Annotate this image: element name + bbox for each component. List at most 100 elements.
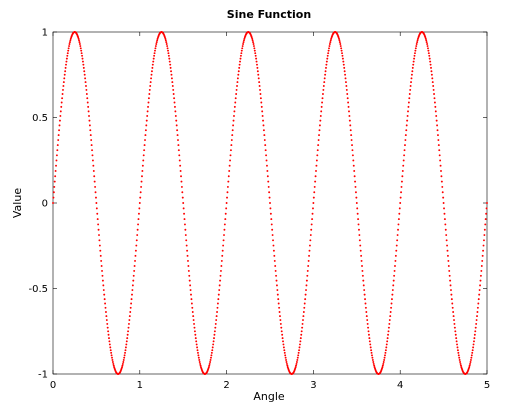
data-point	[457, 354, 460, 357]
data-point	[166, 47, 169, 50]
data-point	[267, 185, 270, 188]
data-point	[343, 66, 346, 69]
data-point	[355, 196, 358, 199]
data-point	[410, 73, 413, 76]
data-point	[129, 311, 132, 313]
data-point	[65, 57, 68, 60]
data-point	[320, 110, 323, 113]
data-point	[309, 239, 312, 242]
data-point	[223, 223, 226, 226]
data-point	[66, 54, 69, 57]
data-point	[232, 124, 235, 127]
data-point	[294, 366, 297, 369]
data-point	[174, 110, 177, 113]
data-point	[392, 284, 395, 287]
data-point	[167, 54, 170, 57]
data-point	[189, 289, 192, 291]
data-point	[301, 326, 304, 329]
data-point	[145, 124, 148, 127]
data-point	[427, 49, 430, 52]
data-point	[367, 330, 370, 333]
data-point	[405, 129, 408, 132]
data-point	[124, 349, 127, 352]
data-point	[86, 101, 89, 104]
data-point	[441, 185, 444, 188]
data-point	[262, 129, 265, 132]
data-point	[416, 41, 419, 44]
data-point	[458, 356, 461, 359]
data-point	[399, 202, 402, 204]
data-point	[105, 319, 108, 322]
data-point	[240, 52, 243, 55]
data-point	[234, 97, 237, 100]
data-point	[164, 39, 167, 42]
data-point	[212, 340, 215, 343]
data-point	[352, 159, 355, 162]
data-point	[183, 212, 186, 215]
data-point	[478, 289, 481, 291]
data-point	[192, 315, 195, 318]
data-point	[56, 149, 59, 152]
data-point	[82, 66, 85, 69]
data-point	[213, 337, 215, 340]
data-point	[446, 249, 449, 252]
data-point	[275, 274, 278, 277]
data-point	[432, 84, 435, 87]
data-point	[95, 196, 97, 199]
data-point	[475, 322, 478, 325]
data-point	[439, 164, 442, 167]
data-point	[97, 228, 100, 231]
data-point	[415, 45, 418, 48]
data-point	[453, 326, 456, 329]
data-point	[343, 70, 346, 73]
data-point	[407, 110, 409, 113]
data-point	[271, 228, 274, 231]
data-point	[98, 234, 100, 236]
data-point	[282, 346, 285, 349]
data-point	[411, 70, 414, 73]
data-point	[348, 115, 351, 117]
data-point	[299, 337, 302, 340]
data-point	[144, 134, 147, 137]
data-point	[218, 284, 221, 287]
data-point	[98, 239, 101, 242]
data-point	[236, 84, 238, 87]
data-point	[110, 351, 113, 354]
data-point	[100, 265, 103, 267]
data-point	[222, 244, 225, 247]
data-point	[237, 73, 240, 76]
data-point	[351, 149, 354, 152]
data-point	[218, 289, 221, 291]
data-point	[225, 207, 228, 210]
data-point	[404, 144, 406, 147]
data-point	[272, 239, 274, 242]
data-point	[130, 298, 133, 301]
data-point	[481, 254, 484, 257]
data-point	[238, 63, 241, 66]
data-point	[407, 105, 410, 108]
data-point	[93, 180, 96, 183]
data-point	[394, 265, 396, 267]
data-point	[346, 97, 349, 100]
data-point	[443, 207, 445, 210]
data-point	[240, 49, 243, 52]
data-point	[361, 269, 364, 272]
data-point	[177, 144, 180, 147]
data-point	[239, 54, 242, 57]
data-point	[279, 319, 282, 322]
data-point	[57, 134, 60, 137]
data-point	[152, 57, 155, 60]
data-point	[382, 362, 385, 365]
data-point	[400, 185, 403, 188]
data-point	[408, 93, 411, 95]
data-point	[349, 129, 352, 132]
data-point	[316, 154, 319, 157]
data-point	[365, 315, 368, 318]
data-point	[264, 149, 267, 152]
data-point	[439, 159, 442, 162]
data-point	[252, 45, 255, 48]
data-point	[485, 212, 488, 215]
data-point	[90, 139, 93, 141]
data-point	[58, 124, 61, 127]
data-point	[386, 337, 389, 340]
